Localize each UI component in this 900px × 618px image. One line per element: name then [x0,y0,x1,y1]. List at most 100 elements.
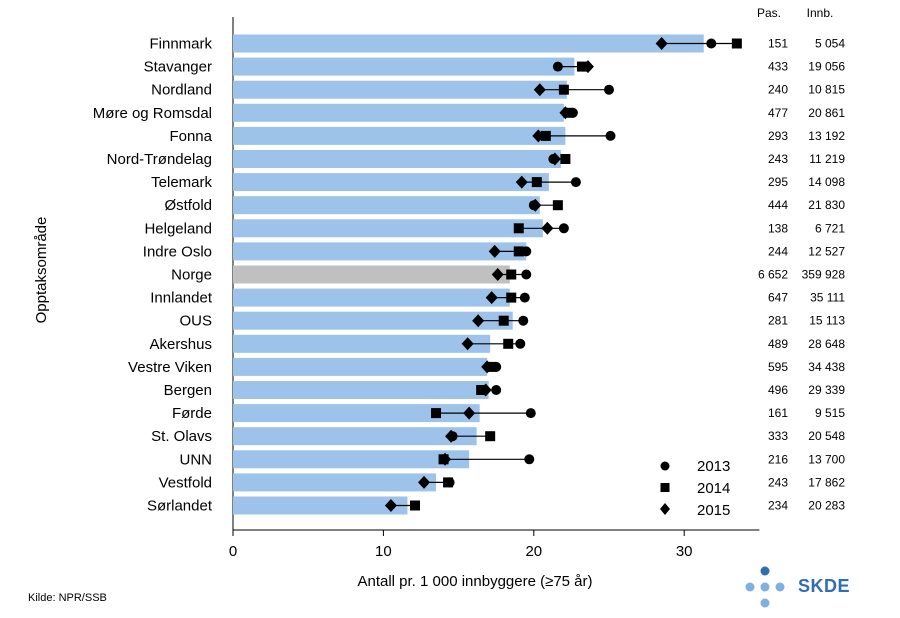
table-cell-patients: 295 [768,175,788,189]
table-cell-population: 28 648 [808,337,845,351]
table-cell-patients: 244 [768,244,788,258]
table-cell-patients: 281 [768,314,788,328]
table-cell-population: 14 098 [808,175,845,189]
table-cell-population: 17 862 [808,475,845,489]
bar [233,80,567,99]
table-cell-patients: 477 [768,106,788,120]
table-cell-population: 10 815 [808,83,845,97]
skde-logo: SKDE [745,566,855,610]
legend-marker-2013 [660,461,670,471]
point-2015 [445,429,458,443]
category-label: Bergen [164,382,212,399]
category-label: Telemark [151,174,212,191]
logo-dots-icon [745,566,785,608]
point-2015 [463,406,476,420]
table-cell-population: 35 111 [810,291,845,305]
table-cell-population: 20 861 [808,106,845,120]
source-note: Kilde: NPR/SSB [28,592,107,604]
bar [233,196,540,215]
table-cell-patients: 240 [768,83,788,97]
table-cell-patients: 243 [768,152,788,166]
x-axis-title: Antall pr. 1 000 innbyggere (≥75 år) [357,573,592,590]
point-2014 [506,292,517,303]
point-2015 [418,475,431,489]
table-cell-population: 13 700 [808,452,845,466]
point-2014 [576,61,587,72]
category-label: Akershus [149,336,212,353]
category-label: Nord-Trøndelag [107,151,212,168]
table-cell-patients: 333 [768,429,788,443]
table-cell-population: 11 219 [809,152,845,166]
point-2014 [503,338,514,349]
point-2013 [604,84,614,95]
point-2013 [570,177,581,188]
table-header-patients: Pas. [757,6,781,20]
point-2015 [559,106,572,120]
table-cell-patients: 216 [768,452,788,466]
bar [233,381,489,399]
point-2015 [439,452,452,466]
table-cell-patients: 496 [768,383,788,397]
point-2013 [515,338,526,349]
table-cell-population: 21 830 [808,198,845,212]
legend-marker-2015 [660,503,670,515]
bar [233,473,437,492]
category-label: Norge [171,267,212,284]
table-cell-patients: 234 [768,499,788,513]
point-2013 [521,269,532,280]
point-2014 [540,130,551,141]
point-2014 [443,477,454,488]
category-label: Sørlandet [147,498,213,515]
legend-marker-2014 [660,483,670,492]
y-axis-title: Opptaksområde [33,217,50,324]
point-2014 [485,431,496,442]
x-tick-label: 20 [525,543,542,560]
point-2014 [552,200,563,211]
point-2014 [506,269,517,280]
point-2015 [581,60,594,74]
bar [233,496,408,515]
table-cell-population: 5 054 [815,37,845,51]
point-2015 [485,291,498,305]
point-2014 [531,177,542,188]
point-2015 [541,221,554,235]
category-label: Vestfold [159,474,212,491]
table-cell-patients: 489 [768,337,788,351]
bar [233,265,510,284]
point-2015 [491,268,504,281]
table-cell-population: 12 527 [808,244,845,258]
table-cell-population: 29 339 [808,383,845,397]
category-label: Fonna [169,128,212,145]
table-cell-patients: 293 [768,129,788,143]
category-label: UNN [180,451,213,468]
point-2013 [519,292,530,303]
category-label: Østfold [164,197,212,214]
bar [233,242,527,261]
category-label: Vestre Viken [128,359,212,376]
category-label: Innlandet [150,290,213,307]
bar [233,219,543,238]
x-tick-label: 30 [676,543,693,560]
table-cell-patients: 647 [768,291,788,305]
table-cell-population: 20 548 [808,429,845,443]
point-2015 [479,383,492,397]
legend-label-2013: 2013 [697,458,730,475]
point-2015 [384,499,397,512]
point-2015 [461,337,474,351]
table-cell-population: 34 438 [808,360,845,374]
bar [233,150,561,168]
table-cell-patients: 138 [768,221,788,235]
point-2014 [498,315,509,326]
point-2013 [491,385,502,395]
point-2015 [655,37,668,50]
point-2015 [548,152,561,166]
point-2015 [529,198,542,212]
point-2015 [488,244,501,258]
table-cell-population: 20 283 [808,499,845,513]
table-cell-patients: 433 [768,60,788,74]
legend: 2013 2014 2015 [660,458,730,519]
bar [233,34,704,53]
category-label: Finnmark [149,36,212,53]
bar [233,288,510,307]
point-2015 [533,83,546,97]
